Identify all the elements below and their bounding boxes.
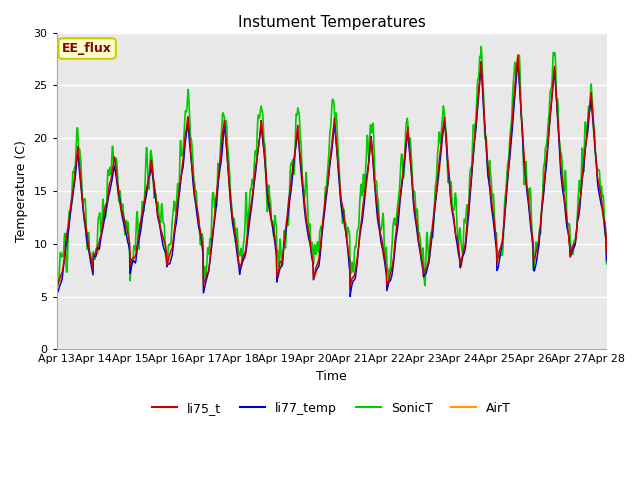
AirT (538, 210, 546, 216)
SonicT (175, 180, 183, 185)
li77_temp (162, 250, 170, 256)
AirT (53, 287, 61, 292)
li75_t (162, 242, 170, 248)
li75_t (603, 250, 611, 256)
Legend: li75_t, li77_temp, SonicT, AirT: li75_t, li77_temp, SonicT, AirT (147, 397, 516, 420)
SonicT (490, 192, 497, 198)
SonicT (162, 254, 170, 260)
li75_t (53, 281, 61, 287)
li77_temp (489, 216, 497, 222)
Y-axis label: Temperature (C): Temperature (C) (15, 140, 28, 242)
AirT (417, 252, 425, 257)
li75_t (538, 203, 546, 208)
SonicT (237, 246, 244, 252)
AirT (237, 263, 244, 269)
AirT (514, 52, 522, 58)
AirT (175, 190, 183, 195)
SonicT (477, 44, 485, 49)
Line: li75_t: li75_t (57, 55, 607, 286)
Line: li77_temp: li77_temp (57, 60, 607, 297)
li75_t (346, 283, 354, 289)
SonicT (54, 283, 61, 288)
li77_temp (237, 267, 244, 273)
Text: EE_flux: EE_flux (62, 42, 112, 55)
AirT (489, 210, 497, 216)
AirT (162, 249, 170, 254)
Line: SonicT: SonicT (57, 47, 607, 286)
li75_t (514, 52, 522, 58)
li77_temp (417, 257, 425, 263)
li75_t (417, 254, 425, 260)
SonicT (538, 202, 546, 207)
li77_temp (538, 205, 546, 211)
Title: Instument Temperatures: Instument Temperatures (237, 15, 426, 30)
li77_temp (346, 294, 354, 300)
li77_temp (514, 57, 522, 63)
SonicT (53, 274, 61, 280)
li75_t (237, 262, 244, 268)
Line: AirT: AirT (57, 55, 607, 289)
AirT (200, 287, 207, 292)
li75_t (489, 209, 497, 215)
li77_temp (53, 288, 61, 294)
SonicT (603, 261, 611, 267)
SonicT (417, 252, 425, 258)
X-axis label: Time: Time (316, 370, 347, 383)
AirT (603, 252, 611, 258)
li75_t (175, 189, 183, 194)
li77_temp (175, 193, 183, 199)
li77_temp (603, 258, 611, 264)
